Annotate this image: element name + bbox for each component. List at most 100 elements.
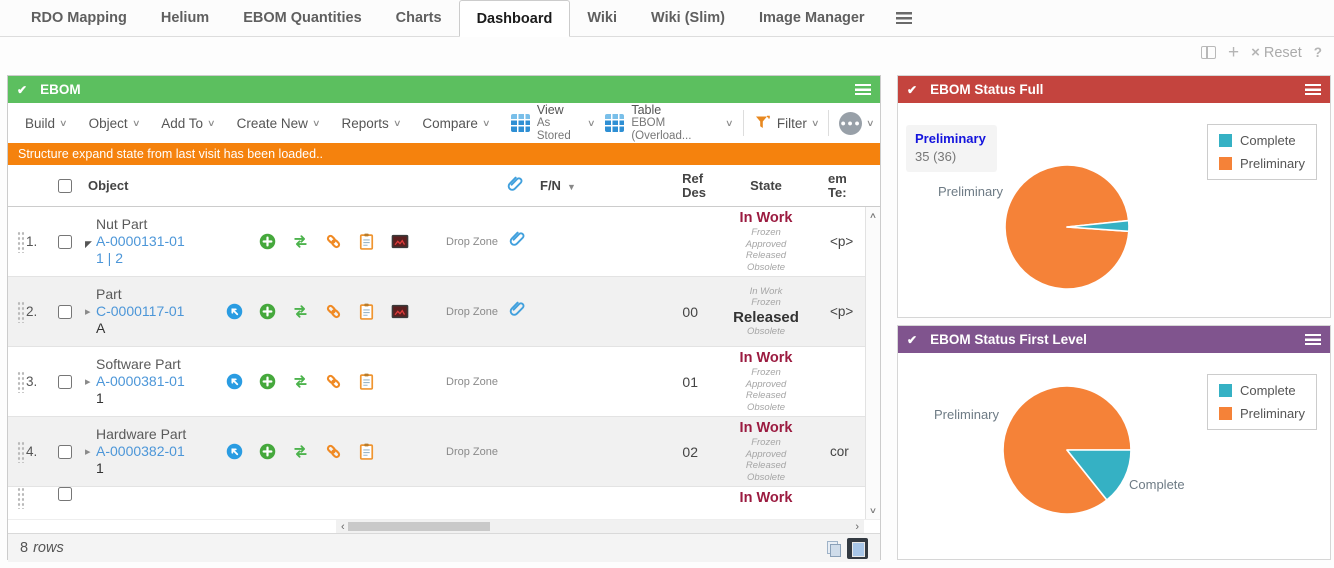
expand-toggle-icon[interactable]: ◤ [85,239,92,249]
filter-dropdown[interactable]: Filter ∨ [754,115,819,131]
nav-icon[interactable] [218,303,251,320]
object-link[interactable]: A-0000131-01 [96,233,185,249]
help-icon[interactable]: ? [1313,45,1322,60]
expand-toggle-icon[interactable]: ▸ [85,376,91,388]
toolbar-menu-build[interactable]: Build ∨ [14,116,78,131]
nav-tab-label: Wiki (Slim) [651,10,726,26]
toolbar-menu-add-to[interactable]: Add To ∨ [150,116,225,131]
clipboard-icon[interactable] [350,443,383,460]
add-column-layout-icon[interactable] [1200,46,1216,59]
plus-icon[interactable] [251,373,284,390]
scroll-down-icon[interactable]: ∨ [868,506,878,515]
table-dropdown[interactable]: Table EBOM (Overload... ∨ [604,103,734,143]
swap-icon[interactable] [284,303,317,320]
drag-handle-icon[interactable] [17,370,24,393]
image-icon[interactable] [383,304,416,319]
pie-slice-complete[interactable] [1066,219,1130,233]
column-header-object[interactable]: Object [88,178,129,193]
column-header-attachment-paperclip-icon[interactable] [500,175,540,196]
link-icon[interactable] [317,233,350,250]
vertical-scrollbar[interactable]: ∧ ∨ [865,207,880,519]
nav-tab-label: Helium [160,10,210,26]
horizontal-scroll-track[interactable]: ‹ › [336,520,864,533]
clipboard-icon[interactable] [350,303,383,320]
copy-rows-icon[interactable] [827,540,841,557]
row-checkbox[interactable] [58,374,72,389]
nav-tab-wiki-slim[interactable]: Wiki (Slim) [634,0,742,36]
drop-zone[interactable]: Drop Zone [446,375,498,388]
drop-zone[interactable]: Drop Zone [446,305,498,318]
column-header-ref-des[interactable]: Ref Des [682,170,706,200]
swap-icon[interactable] [284,233,317,250]
legend-label: Preliminary [1239,156,1305,171]
nav-overflow-menu-icon[interactable] [895,12,912,24]
plus-icon[interactable] [251,443,284,460]
legend-item-preliminary[interactable]: Preliminary [1218,406,1305,421]
panel-view-toggle-icon[interactable] [847,537,868,559]
plus-icon[interactable] [251,233,284,250]
nav-tab-ebom-quantities[interactable]: EBOM Quantities [226,0,378,36]
drag-handle-icon[interactable] [17,487,24,509]
add-widget-icon[interactable]: + [1227,41,1240,63]
ebom-panel-menu-icon[interactable] [855,84,871,95]
link-icon[interactable] [317,373,350,390]
column-header-em-te[interactable]: em Te: [828,171,847,200]
drag-handle-icon[interactable] [17,300,24,323]
scroll-left-icon[interactable]: ‹ [341,520,345,533]
toolbar-menu-reports[interactable]: Reports ∨ [331,116,412,131]
nav-tab-rdo-mapping[interactable]: RDO Mapping [14,0,144,36]
expand-toggle-icon[interactable]: ▸ [85,446,91,458]
pie-chart-ebom-status-first-level[interactable] [898,353,1332,560]
toolbar-menu-create-new[interactable]: Create New ∨ [226,116,331,131]
pie-chart-ebom-status-full[interactable] [898,103,1332,318]
panel-menu-icon[interactable] [1305,84,1321,95]
legend-item-complete[interactable]: Complete [1218,383,1305,398]
toolbar-menu-object[interactable]: Object ∨ [78,116,151,131]
drop-zone[interactable]: Drop Zone [446,445,498,458]
row-checkbox[interactable] [58,487,72,501]
expand-toggle-icon[interactable]: ▸ [85,306,91,318]
state-cell: In Work Frozen Approved Released Obsolete [710,420,822,483]
clipboard-icon[interactable] [350,233,383,250]
drag-handle-icon[interactable] [17,440,24,463]
legend-item-preliminary[interactable]: Preliminary [1218,156,1305,171]
row-checkbox[interactable] [58,234,72,249]
select-all-checkbox[interactable] [58,178,72,193]
nav-icon[interactable] [218,443,251,460]
scroll-up-icon[interactable]: ∧ [868,211,878,220]
reset-button[interactable]: × Reset [1251,44,1302,61]
nav-tab-wiki[interactable]: Wiki [570,0,634,36]
more-actions-dropdown[interactable]: ●●● ∨ [839,111,875,135]
object-link[interactable]: A-0000382-01 [96,443,185,459]
link-icon[interactable] [317,443,350,460]
swap-icon[interactable] [284,373,317,390]
row-checkbox[interactable] [58,304,72,319]
ebom-status-first-level-panel: ✔ EBOM Status First Level Complete Preli… [897,325,1331,560]
nav-tab-helium[interactable]: Helium [144,0,226,36]
toolbar-menu-compare[interactable]: Compare ∨ [411,116,500,131]
clipboard-icon[interactable] [350,373,383,390]
link-icon[interactable] [317,303,350,320]
pie-slice-complete[interactable] [1066,449,1132,501]
drop-zone[interactable]: Drop Zone [446,235,498,248]
column-header-fn[interactable]: F/N ▼ [540,178,576,193]
row-checkbox[interactable] [58,444,72,459]
view-dropdown[interactable]: View As Stored ∨ [510,103,596,143]
image-icon[interactable] [383,234,416,249]
horizontal-scroll-thumb[interactable] [348,522,490,531]
nav-tab-dashboard[interactable]: Dashboard [458,0,571,37]
attachment-paperclip-icon[interactable] [500,230,540,253]
column-header-state[interactable]: State [750,178,782,193]
attachment-paperclip-icon[interactable] [500,300,540,323]
object-link[interactable]: C-0000117-01 [96,303,185,319]
scroll-right-icon[interactable]: › [855,520,859,533]
object-link[interactable]: A-0000381-01 [96,373,185,389]
nav-tab-image-manager[interactable]: Image Manager [742,0,882,36]
drag-handle-icon[interactable] [17,230,24,253]
nav-icon[interactable] [218,373,251,390]
swap-icon[interactable] [284,443,317,460]
panel-menu-icon[interactable] [1305,334,1321,345]
nav-tab-charts[interactable]: Charts [379,0,459,36]
legend-item-complete[interactable]: Complete [1218,133,1305,148]
plus-icon[interactable] [251,303,284,320]
